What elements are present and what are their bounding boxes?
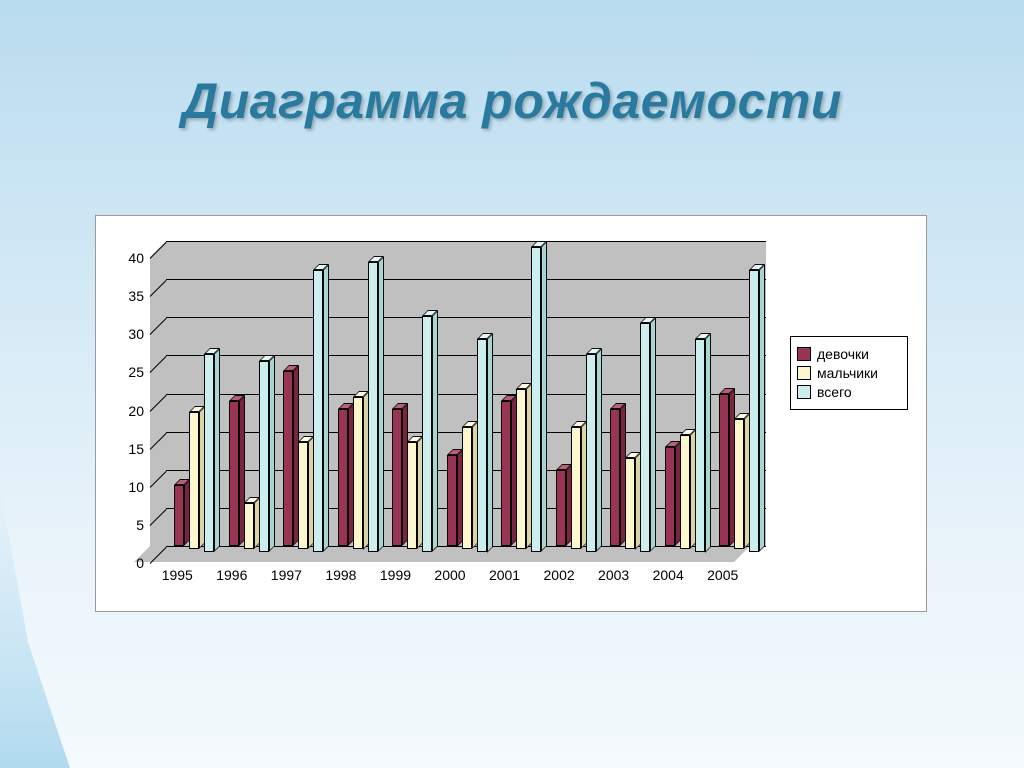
bar [422,316,432,552]
bar [298,442,308,549]
y-tick-label: 40 [128,250,144,266]
bar [680,435,690,549]
bar [516,389,526,549]
x-tick-label: 1996 [216,567,247,583]
bar [189,412,199,549]
legend-item: девочки [797,346,901,362]
bar [749,270,759,552]
x-tick-label: 1997 [271,567,302,583]
x-tick-label: 2004 [653,567,684,583]
bar [719,394,729,547]
x-tick-label: 2000 [434,567,465,583]
bar [283,371,293,546]
x-tick-label: 2002 [544,567,575,583]
bar [368,262,378,552]
legend-swatch [797,347,811,361]
x-tick-label: 2001 [489,567,520,583]
bar [571,427,581,549]
bar [407,442,417,549]
bar [556,470,566,546]
chart-frame: 0510152025303540 19951996199719981999200… [95,215,927,612]
bar [313,270,323,552]
legend-swatch [797,366,811,380]
x-tick-label: 1995 [162,567,193,583]
bar [447,455,457,547]
bar [353,397,363,550]
floor [134,546,750,562]
bar [610,409,620,546]
x-tick-label: 1998 [325,567,356,583]
bar [204,354,214,552]
slide: Диаграмма рождаемости 0510152025303540 1… [0,0,1024,768]
x-tick-label: 2005 [707,567,738,583]
bar [586,354,596,552]
y-tick-label: 20 [128,403,144,419]
bar [174,485,184,546]
y-tick-label: 0 [136,555,144,571]
x-tick-label: 1999 [380,567,411,583]
plot-3d: 0510152025303540 [166,241,766,546]
bar [462,427,472,549]
slide-title: Диаграмма рождаемости [0,72,1024,130]
y-tick-label: 5 [136,517,144,533]
bar [531,247,541,552]
bar [695,339,705,553]
bar [338,409,348,546]
bars-layer [166,241,766,546]
y-tick-label: 10 [128,479,144,495]
bar [665,447,675,546]
bar [501,401,511,546]
y-tick-label: 30 [128,326,144,342]
legend-label: девочки [817,346,869,362]
bar [259,361,269,552]
legend-label: мальчики [817,365,878,381]
bar [625,458,635,550]
bar [229,401,239,546]
corner-decoration [0,488,70,768]
y-tick-label: 25 [128,364,144,380]
legend-label: всего [817,384,852,400]
y-tick-label: 15 [128,441,144,457]
x-axis-labels: 1995 1996 1997 1998 1999 2000 2001 2002 2003 2004… [150,567,750,587]
legend-swatch [797,385,811,399]
legend-item: всего [797,384,901,400]
bar [734,419,744,549]
plot-area: 0510152025303540 19951996199719981999200… [126,241,786,581]
y-tick-label: 35 [128,288,144,304]
bar [392,409,402,546]
bar [244,503,254,549]
bar [477,339,487,553]
legend-item: мальчики [797,365,901,381]
bar [640,323,650,552]
legend: девочки мальчики всего [790,336,908,410]
x-tick-label: 2003 [598,567,629,583]
